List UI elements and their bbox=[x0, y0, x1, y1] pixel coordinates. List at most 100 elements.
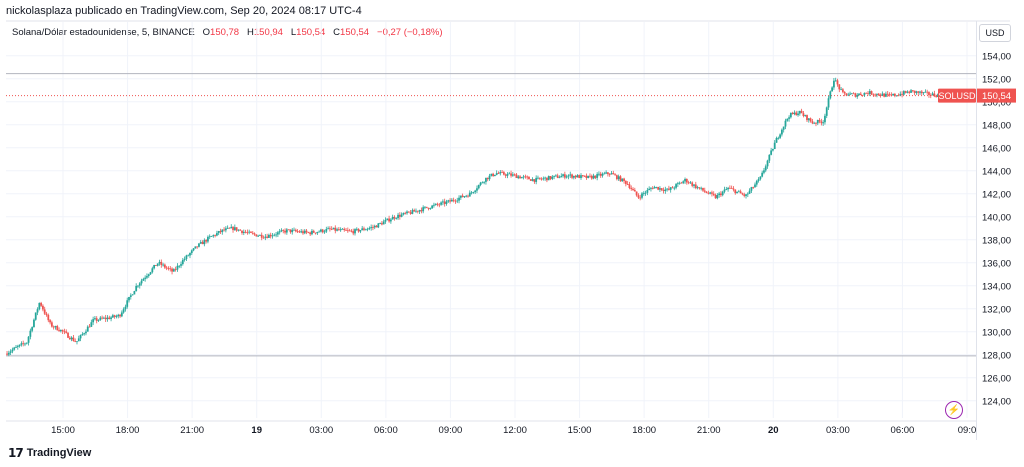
candle-body bbox=[813, 122, 816, 124]
low-label: L bbox=[290, 27, 297, 38]
candle-body bbox=[890, 94, 893, 96]
candle-body bbox=[264, 236, 267, 238]
candle-body bbox=[34, 312, 37, 320]
candle-body bbox=[772, 149, 774, 151]
candle-body bbox=[397, 214, 399, 219]
candle-body bbox=[867, 93, 869, 95]
candle-body bbox=[479, 182, 482, 186]
candle-body bbox=[849, 93, 851, 95]
low-value: 150,54 bbox=[296, 27, 326, 38]
candle-body bbox=[673, 187, 676, 189]
candle-body bbox=[31, 327, 34, 331]
candle-body bbox=[838, 84, 841, 90]
candle-body bbox=[804, 115, 807, 116]
candle-body bbox=[147, 274, 150, 277]
candle-body bbox=[420, 210, 423, 212]
candle-body bbox=[345, 229, 347, 231]
candle-body bbox=[298, 231, 301, 233]
candle-body bbox=[917, 91, 920, 93]
candle-body bbox=[693, 184, 695, 186]
candle-body bbox=[373, 225, 376, 228]
candle-body bbox=[920, 91, 923, 94]
candle-body bbox=[807, 118, 810, 121]
candle-body bbox=[623, 178, 625, 181]
candle-body bbox=[110, 317, 112, 320]
candle-body bbox=[642, 193, 645, 194]
candle-body bbox=[802, 113, 805, 116]
candle-body bbox=[429, 208, 432, 210]
candle-body bbox=[840, 89, 842, 91]
candle-body bbox=[617, 176, 620, 180]
candle-body bbox=[187, 255, 190, 257]
candle-body bbox=[581, 175, 584, 176]
candle-body bbox=[730, 187, 733, 189]
candle-body bbox=[382, 221, 385, 225]
candle-body bbox=[544, 177, 547, 179]
candle-body bbox=[253, 233, 256, 235]
candle-body bbox=[185, 255, 188, 260]
candle-body bbox=[172, 269, 175, 272]
candle-body bbox=[61, 329, 64, 332]
candle-body bbox=[415, 210, 417, 212]
candle-body bbox=[727, 187, 729, 190]
candle-body bbox=[336, 229, 338, 231]
candle-body bbox=[554, 175, 557, 177]
candle-body bbox=[463, 196, 466, 198]
candle-body bbox=[660, 188, 663, 191]
candle-body bbox=[92, 319, 95, 323]
candle-body bbox=[312, 230, 315, 233]
candle-body bbox=[644, 192, 647, 194]
candle-body bbox=[49, 320, 51, 323]
candle-body bbox=[85, 331, 87, 334]
candle-body bbox=[72, 337, 75, 341]
candle-body bbox=[275, 234, 277, 236]
candle-body bbox=[755, 180, 758, 185]
candle-body bbox=[506, 174, 509, 176]
candle-body bbox=[257, 235, 260, 237]
candle-body bbox=[815, 122, 817, 124]
candle-body bbox=[97, 319, 100, 321]
candle-body bbox=[885, 93, 887, 97]
symbol-tag-bg bbox=[938, 88, 976, 103]
candle-body bbox=[937, 94, 939, 98]
candle-body bbox=[328, 228, 331, 230]
candle-body bbox=[596, 174, 599, 178]
candle-body bbox=[384, 219, 387, 222]
x-tick-label: 21:00 bbox=[180, 425, 204, 436]
candle-body bbox=[662, 190, 665, 192]
candle-body bbox=[119, 314, 121, 317]
candle-body bbox=[655, 186, 658, 188]
candle-body bbox=[678, 182, 681, 184]
lightning-icon[interactable]: ⚡ bbox=[945, 401, 963, 419]
x-tick-label: 03:00 bbox=[309, 425, 333, 436]
candle-body bbox=[76, 341, 78, 343]
candle-body bbox=[513, 174, 516, 176]
candle-body bbox=[908, 91, 911, 93]
currency-button[interactable]: USD bbox=[979, 24, 1011, 42]
candle-body bbox=[339, 229, 342, 231]
candle-body bbox=[266, 236, 269, 238]
candle-body bbox=[650, 188, 652, 190]
candle-body bbox=[648, 188, 651, 190]
candle-body bbox=[829, 91, 832, 99]
candle-body bbox=[230, 226, 233, 229]
candle-body bbox=[276, 232, 279, 235]
candle-body bbox=[149, 272, 152, 275]
candle-body bbox=[897, 95, 900, 97]
candle-body bbox=[196, 246, 199, 248]
candle-body bbox=[529, 179, 532, 181]
candle-body bbox=[359, 230, 362, 232]
candle-body bbox=[633, 189, 636, 192]
candle-body bbox=[133, 291, 136, 295]
candle-body bbox=[682, 181, 685, 183]
candle-body bbox=[38, 302, 41, 310]
candle-body bbox=[418, 210, 421, 212]
candle-body bbox=[285, 229, 288, 233]
candle-body bbox=[883, 93, 886, 97]
candle-body bbox=[70, 337, 73, 340]
candle-body bbox=[795, 112, 798, 116]
last-price-label: 150,54 bbox=[982, 91, 1011, 102]
candle-body bbox=[140, 280, 143, 284]
x-tick-label: 20 bbox=[768, 425, 779, 436]
